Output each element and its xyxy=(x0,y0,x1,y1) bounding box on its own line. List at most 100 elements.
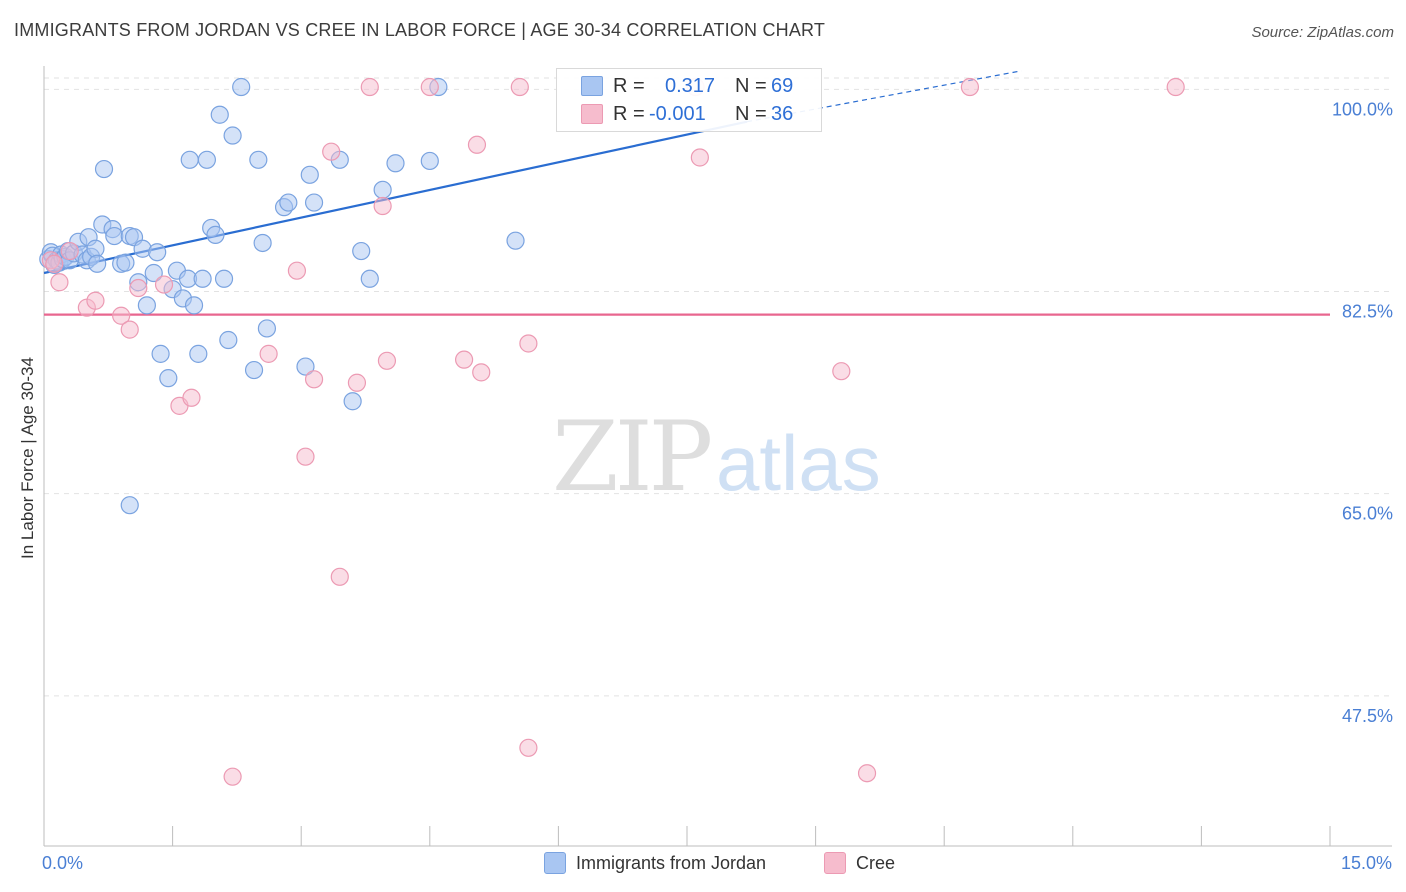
n-label: N = xyxy=(735,102,767,125)
r-value: 0.317 xyxy=(665,74,716,97)
correlation-stats-box: R = 0.317 N = 69 R = -0.001 N = 36 xyxy=(556,68,822,132)
jordan-point xyxy=(257,319,277,338)
y-tick-label: 65.0% xyxy=(1342,504,1393,524)
legend: Immigrants from Jordan Cree xyxy=(0,852,1406,878)
legend-label-cree: Cree xyxy=(856,852,896,873)
cree-point xyxy=(322,142,341,161)
cree-point xyxy=(60,241,79,261)
watermark-zip: ZIP xyxy=(552,401,711,513)
cree-point xyxy=(373,196,392,216)
jordan-point xyxy=(94,159,114,179)
legend-item-jordan[interactable]: Immigrants from Jordan xyxy=(544,852,766,874)
jordan-point xyxy=(420,151,439,171)
cree-point xyxy=(50,273,69,292)
cree-point xyxy=(120,320,139,339)
jordan-point xyxy=(210,105,229,124)
cree-point xyxy=(420,77,439,97)
cree-point xyxy=(259,344,278,363)
jordan-point xyxy=(151,344,170,363)
jordan-point xyxy=(506,231,525,250)
jordan-point xyxy=(193,269,212,288)
cree-point xyxy=(454,350,474,369)
jordan-point xyxy=(352,241,371,261)
cree-point xyxy=(330,567,349,586)
jordan-point xyxy=(249,150,268,169)
axes xyxy=(43,66,1392,847)
jordan-point xyxy=(86,239,105,258)
jordan-point xyxy=(386,154,405,173)
jordan-point xyxy=(148,243,167,262)
jordan-point xyxy=(180,150,199,169)
y-tick-label: 82.5% xyxy=(1342,301,1393,321)
jordan-point xyxy=(189,344,208,363)
jordan-point xyxy=(206,225,225,244)
jordan-point xyxy=(144,263,163,283)
cree-point xyxy=(960,77,980,97)
watermark: ZIP atlas xyxy=(552,401,881,513)
jordan-point xyxy=(279,193,298,212)
cree-point xyxy=(223,767,242,786)
x-tick-label: 15.0% xyxy=(1341,853,1392,873)
data-points xyxy=(39,77,1185,786)
jordan-point xyxy=(253,233,272,253)
cree-point xyxy=(519,334,538,353)
jordan-point xyxy=(214,269,234,288)
r-value: -0.001 xyxy=(649,102,706,125)
cree-point xyxy=(510,77,529,97)
watermark-atlas: atlas xyxy=(716,419,881,507)
x-tick-label: 0.0% xyxy=(42,853,83,873)
jordan-point xyxy=(300,165,319,184)
jordan-point xyxy=(343,392,362,411)
jordan-point xyxy=(137,296,156,315)
legend-label-jordan: Immigrants from Jordan xyxy=(576,852,767,873)
jordan-point xyxy=(360,269,379,288)
jordan-point xyxy=(105,226,124,246)
jordan-point xyxy=(223,126,242,145)
cree-point xyxy=(45,254,64,273)
cree-point xyxy=(1166,77,1185,97)
y-tick-label: 100.0% xyxy=(1332,99,1393,119)
jordan-point xyxy=(159,369,178,388)
y-tick-label: 47.5% xyxy=(1342,706,1393,726)
cree-point xyxy=(287,261,307,280)
legend-item-cree[interactable]: Cree xyxy=(824,852,895,874)
jordan-point xyxy=(184,296,204,315)
jordan-point xyxy=(120,496,139,515)
jordan-point xyxy=(197,150,216,169)
cree-point xyxy=(296,447,315,466)
cree-point xyxy=(129,278,148,298)
cree-point xyxy=(690,148,709,167)
r-label: R = xyxy=(613,74,645,97)
cree-point xyxy=(472,363,491,382)
cree-point xyxy=(519,738,538,757)
jordan-swatch xyxy=(581,76,603,96)
jordan-point xyxy=(116,253,135,272)
cree-point xyxy=(347,373,367,392)
cree-point xyxy=(832,362,851,381)
jordan-point xyxy=(373,180,392,199)
cree-point xyxy=(182,388,201,407)
jordan-point xyxy=(304,193,324,212)
cree-point xyxy=(154,275,174,294)
cree-point xyxy=(377,351,397,370)
jordan-point xyxy=(244,360,264,380)
jordan-point xyxy=(219,330,238,350)
cree-point xyxy=(86,291,105,310)
cree-point xyxy=(467,135,487,154)
tick-labels: 100.0% 82.5% 65.0% 47.5% 0.0% 15.0% xyxy=(42,99,1393,873)
legend-swatch-cree xyxy=(824,852,846,874)
jordan-point xyxy=(88,254,107,273)
jordan-point xyxy=(232,77,251,97)
n-label: N = xyxy=(735,74,767,97)
chart-title: IMMIGRANTS FROM JORDAN VS CREE IN LABOR … xyxy=(14,20,826,40)
n-value: 36 xyxy=(771,102,794,125)
legend-swatch-jordan xyxy=(544,852,566,874)
cree-point xyxy=(304,370,324,389)
jordan-point xyxy=(296,357,315,376)
grid-layer xyxy=(44,77,1392,697)
r-label: R = xyxy=(613,102,645,125)
n-value: 69 xyxy=(771,74,794,97)
cree-swatch xyxy=(581,104,603,124)
cree-point xyxy=(112,306,131,325)
